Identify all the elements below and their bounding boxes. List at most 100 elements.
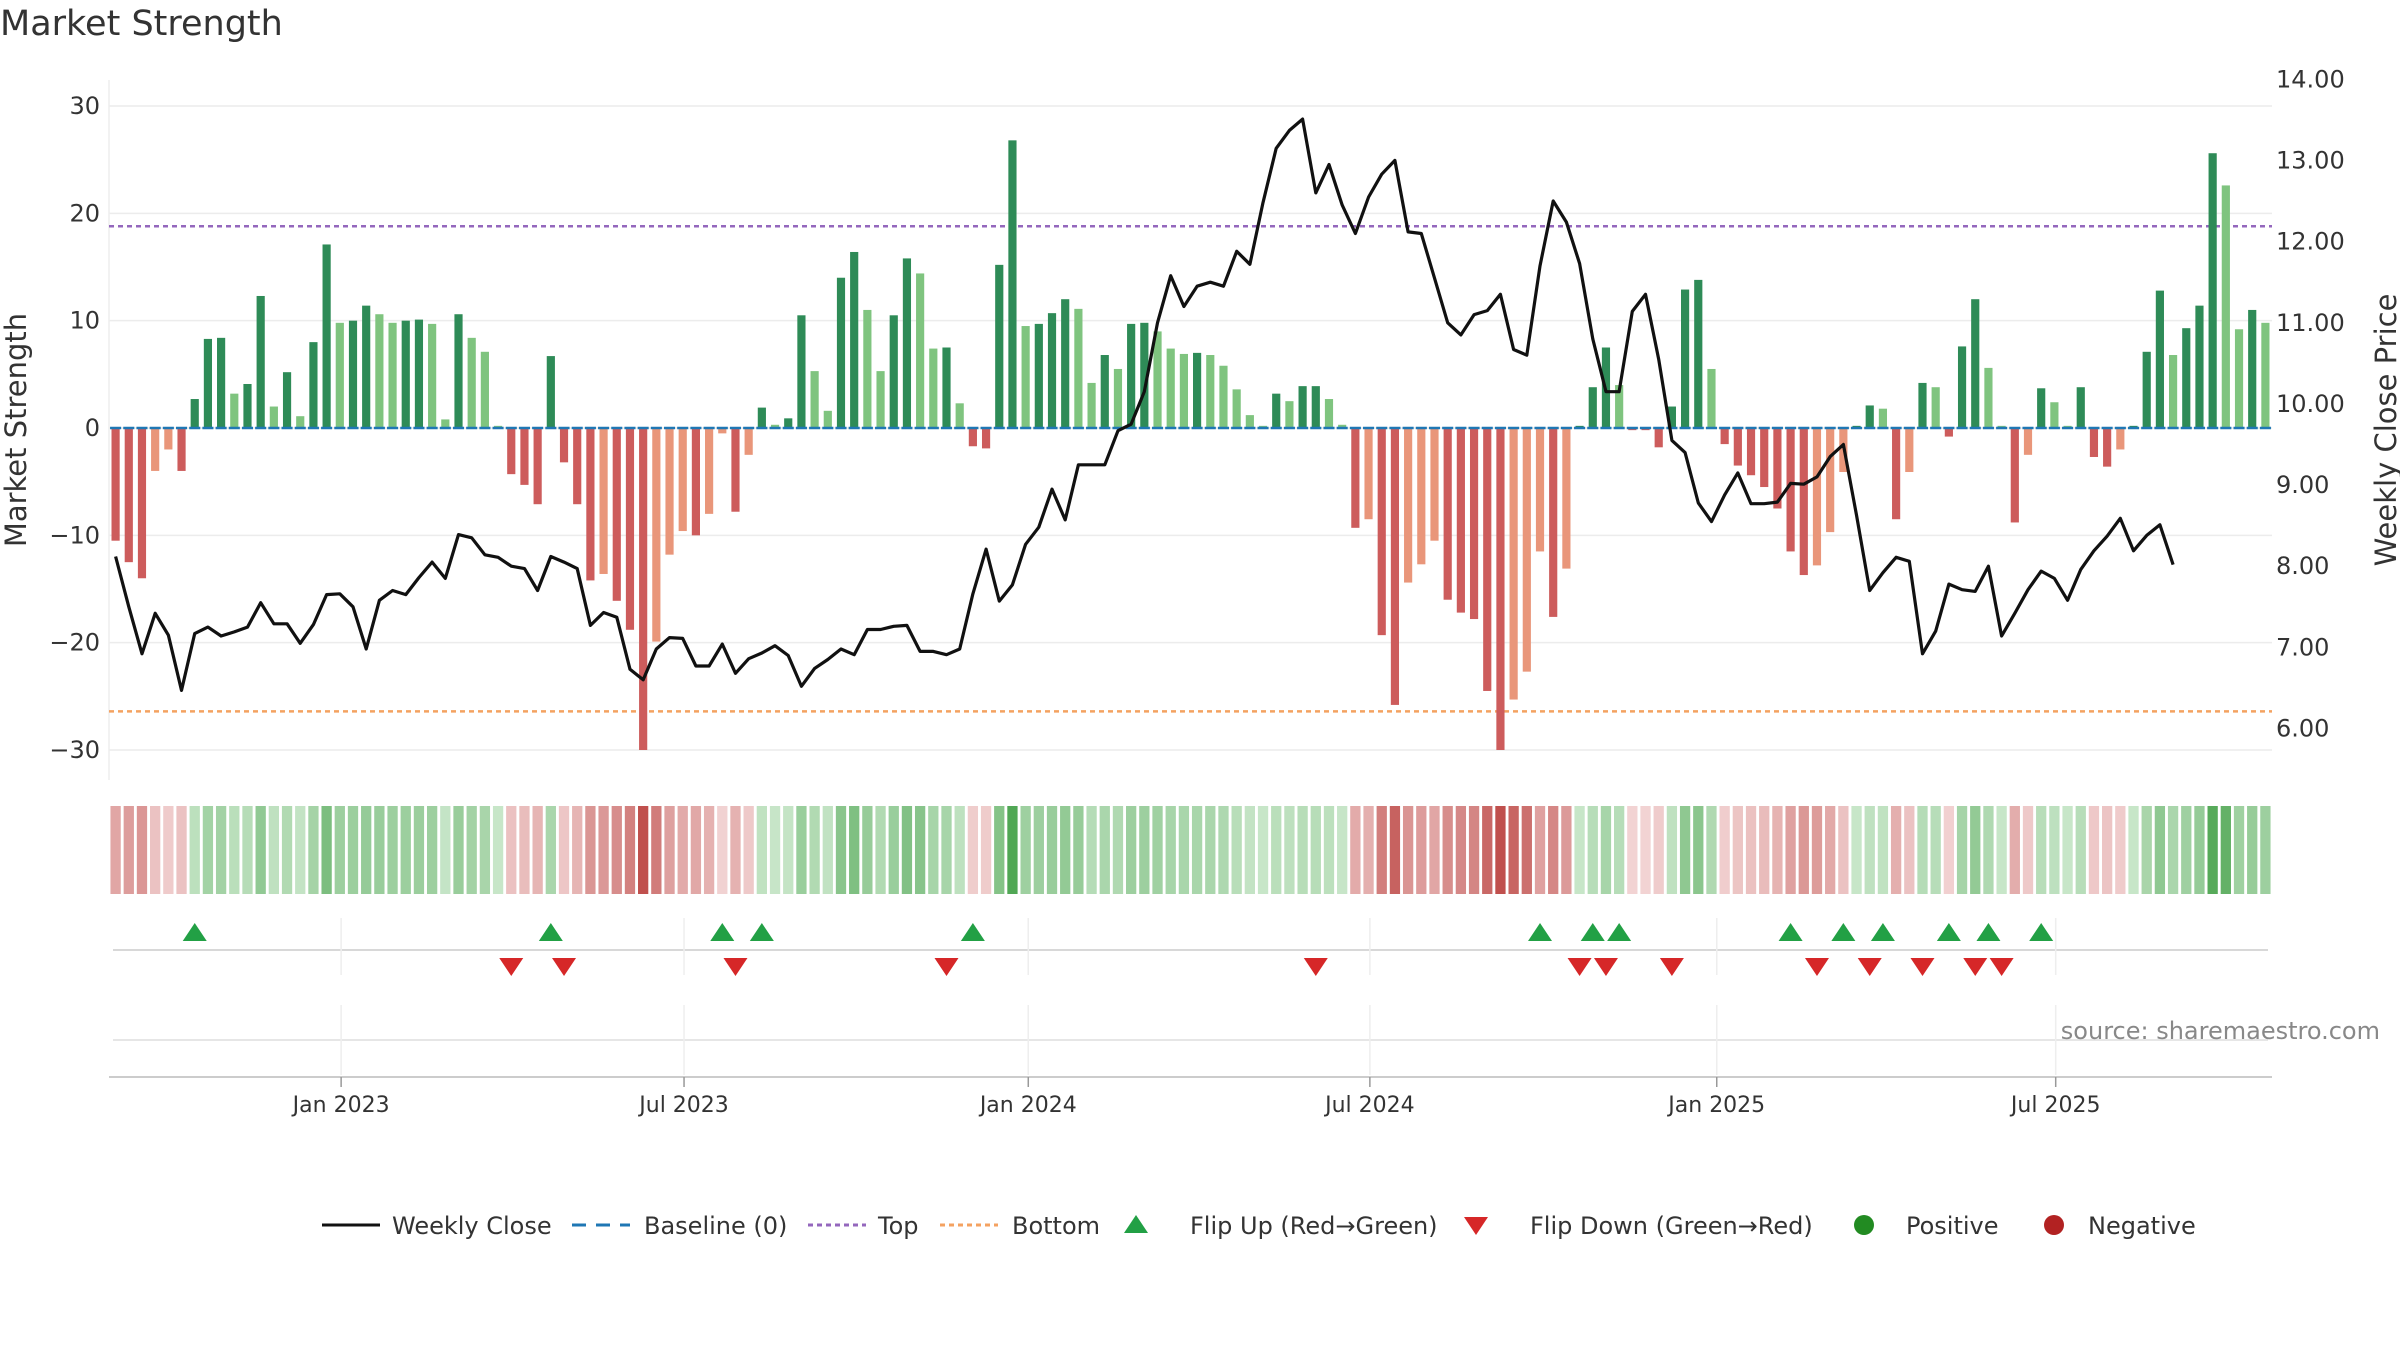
- strength-bar: [823, 410, 832, 428]
- heat-cell: [295, 806, 306, 894]
- heat-cell: [1257, 806, 1269, 894]
- flip-up-marker: [1976, 923, 2001, 941]
- heat-cell: [2207, 806, 2218, 894]
- y-tick-left: −10: [49, 521, 100, 549]
- legend-label: Weekly Close: [392, 1212, 552, 1240]
- heat-cell: [941, 806, 952, 894]
- heat-cell: [1943, 806, 1955, 894]
- strength-bar: [1061, 299, 1070, 428]
- heat-cell: [1587, 806, 1598, 894]
- heat-cell: [1930, 806, 1941, 894]
- heat-cell: [1983, 806, 1994, 894]
- heat-cell: [2128, 806, 2139, 894]
- heat-cell: [136, 806, 148, 894]
- heat-cell: [2194, 806, 2205, 894]
- strength-bar: [1786, 428, 1795, 552]
- heat-cell: [2049, 806, 2060, 894]
- heat-cell: [1416, 806, 1427, 894]
- heat-cell: [1706, 806, 1717, 894]
- heat-cell: [1020, 806, 1031, 894]
- strength-bar: [691, 428, 701, 536]
- strength-bar: [1549, 428, 1558, 617]
- legend-label: Negative: [2088, 1212, 2196, 1240]
- heat-cell: [1297, 806, 1308, 894]
- strength-bar: [757, 407, 766, 428]
- strength-bar: [2208, 153, 2217, 428]
- heat-cell: [545, 806, 556, 894]
- strength-bar: [744, 428, 753, 455]
- heat-cell: [1099, 806, 1110, 894]
- strength-bar: [362, 305, 371, 428]
- strength-bar: [889, 315, 898, 428]
- legend-label: Bottom: [1012, 1212, 1100, 1240]
- y-tick-right: 9.00: [2276, 471, 2329, 499]
- strength-bar: [256, 295, 265, 428]
- flip-up-marker: [960, 923, 985, 941]
- heat-cell: [1033, 806, 1044, 894]
- strength-bar: [1707, 368, 1716, 428]
- heat-cell: [1759, 806, 1770, 894]
- heat-cell: [506, 806, 517, 894]
- strength-bar: [177, 428, 186, 471]
- strength-bar: [942, 347, 951, 428]
- heat-cell: [1772, 806, 1783, 894]
- y-tick-left: −20: [49, 629, 100, 657]
- strength-bar: [309, 342, 318, 428]
- flip-up-marker: [538, 923, 563, 941]
- strength-bar: [2142, 351, 2151, 428]
- heat-cell: [1798, 806, 1809, 894]
- heat-cell: [1152, 806, 1163, 894]
- strength-bar: [559, 428, 569, 463]
- flip-up-marker: [1831, 923, 1856, 941]
- heat-cell: [1231, 806, 1242, 894]
- heat-cell: [321, 806, 332, 894]
- heat-cell: [1811, 806, 1823, 894]
- strength-bar: [467, 337, 476, 428]
- heat-cell: [123, 806, 134, 894]
- heat-cell: [1653, 806, 1664, 894]
- y-tick-right: 10.00: [2276, 390, 2345, 418]
- heat-cell: [532, 806, 543, 894]
- y-tick-right: 12.00: [2276, 228, 2345, 256]
- strength-bar: [1417, 428, 1426, 565]
- heat-cell: [572, 806, 583, 894]
- heat-cell: [1350, 806, 1361, 894]
- y-tick-left: 10: [69, 307, 100, 335]
- strength-bar: [1799, 428, 1808, 576]
- legend-flip-down-icon: [1464, 1217, 1488, 1235]
- chart-title: Market Strength: [0, 4, 283, 44]
- heat-cell: [730, 806, 741, 894]
- strength-bar: [217, 337, 226, 428]
- heat-cell: [1825, 806, 1836, 894]
- y-tick-right: 8.00: [2276, 552, 2329, 580]
- heat-cell: [2233, 806, 2245, 894]
- strength-bar: [573, 428, 582, 505]
- heat-cell: [1468, 806, 1480, 894]
- flip-down-marker: [1910, 958, 1935, 976]
- y-tick-right: 14.00: [2276, 65, 2345, 93]
- heat-cell: [624, 806, 636, 894]
- strength-bar: [599, 428, 608, 574]
- strength-bar: [441, 419, 450, 428]
- strength-bar: [1931, 387, 1940, 428]
- flip-down-marker: [1963, 958, 1988, 976]
- heat-cell: [967, 806, 979, 894]
- x-tick-label: Jul 2025: [2009, 1093, 2101, 1118]
- strength-bar: [1469, 428, 1479, 620]
- heat-cell: [2036, 806, 2047, 894]
- heat-cell: [1218, 806, 1229, 894]
- flip-up-marker: [1528, 923, 1553, 941]
- heat-cell: [1429, 806, 1440, 894]
- strength-bar: [190, 399, 199, 428]
- strength-bar: [1694, 279, 1703, 428]
- strength-bar: [1562, 428, 1571, 569]
- y-tick-left: −30: [49, 736, 100, 764]
- legend-label: Positive: [1906, 1212, 1999, 1240]
- heat-cell: [888, 806, 899, 894]
- heat-cell: [361, 806, 372, 894]
- strength-bar: [1285, 401, 1294, 428]
- strength-bar: [1773, 428, 1782, 509]
- heat-cell: [2260, 806, 2271, 894]
- flip-down-marker: [1567, 958, 1592, 976]
- strength-bar: [2116, 428, 2125, 450]
